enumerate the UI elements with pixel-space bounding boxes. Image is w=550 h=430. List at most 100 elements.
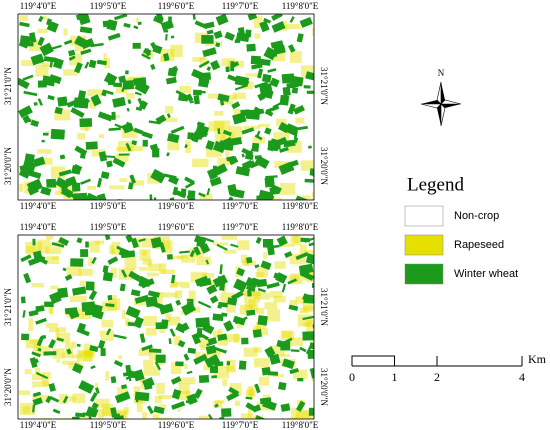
wheat-patch [271, 244, 280, 249]
rapeseed-patch [36, 346, 51, 356]
rapeseed-patch [165, 117, 178, 123]
wheat-patch [123, 22, 131, 28]
rapeseed-patch [25, 340, 39, 349]
wheat-patch [134, 294, 150, 304]
longitude-label: 119°7'0"E [222, 201, 259, 211]
wheat-patch [212, 346, 227, 354]
rapeseed-patch [169, 282, 178, 288]
wheat-patch [62, 395, 69, 404]
rapeseed-patch [302, 301, 313, 313]
wheat-patch [217, 128, 221, 135]
wheat-patch [232, 315, 246, 326]
wheat-patch [28, 170, 42, 179]
wheat-patch [149, 194, 153, 200]
wheat-patch [110, 376, 117, 384]
wheat-patch [228, 155, 239, 166]
rapeseed-patch [165, 313, 172, 322]
longitude-label: 119°7'0"E [222, 222, 259, 232]
wheat-patch [293, 105, 305, 115]
rapeseed-patch [214, 131, 226, 142]
rapeseed-patch [280, 182, 296, 195]
wheat-patch [112, 96, 126, 108]
wheat-patch [168, 338, 172, 345]
longitude-label: 119°4'0"E [20, 222, 57, 232]
wheat-patch [150, 63, 156, 71]
map-frame [17, 13, 315, 201]
wheat-patch [304, 178, 314, 183]
wheat-patch [48, 74, 62, 85]
rapeseed-patch [101, 403, 113, 417]
rapeseed-patch [267, 309, 280, 322]
rapeseed-patch [19, 390, 30, 395]
rapeseed-patch [19, 15, 29, 22]
wheat-patch [153, 405, 165, 415]
wheat-patch [46, 178, 57, 188]
wheat-patch [90, 94, 102, 107]
wheat-patch [241, 147, 254, 157]
wheat-patch [295, 400, 306, 412]
wheat-patch [264, 177, 275, 188]
rapeseed-patch [253, 292, 271, 300]
wheat-patch [63, 39, 73, 46]
wheat-patch [32, 404, 36, 413]
rapeseed-patch [309, 198, 314, 200]
map-frame [17, 234, 315, 420]
wheat-patch [269, 187, 279, 195]
rapeseed-patch [48, 303, 54, 314]
longitude-label: 119°7'0"E [222, 420, 259, 430]
wheat-patch [226, 361, 231, 366]
wheat-patch [113, 334, 127, 340]
rapeseed-patch [37, 239, 51, 248]
rapeseed-patch [160, 292, 178, 298]
rapeseed-patch [199, 193, 213, 200]
wheat-patch [96, 59, 107, 66]
wheat-patch [100, 348, 106, 356]
wheat-patch [167, 133, 180, 144]
wheat-patch [302, 315, 314, 321]
wheat-patch [108, 127, 121, 131]
wheat-patch [141, 344, 153, 352]
rapeseed-patch [103, 53, 107, 66]
rapeseed-patch [289, 51, 302, 63]
wheat-patch [125, 70, 129, 75]
rapeseed-patch [311, 337, 314, 345]
longitude-label: 119°8'0"E [282, 420, 319, 430]
wheat-patch [171, 401, 186, 410]
wheat-patch [58, 169, 72, 177]
rapeseed-patch [109, 245, 114, 254]
rapeseed-patch [80, 126, 91, 131]
latitude-label: 31°20'0"N [3, 147, 13, 185]
wheat-patch [40, 186, 52, 196]
rapeseed-patch [248, 299, 256, 309]
rapeseed-patch [154, 395, 162, 404]
rapeseed-patch [256, 267, 268, 278]
wheat-patch [299, 346, 307, 353]
wheat-patch [263, 46, 278, 61]
rapeseed-patch [290, 273, 303, 285]
wheat-patch [43, 351, 57, 356]
rapeseed-patch [101, 320, 114, 328]
wheat-patch [134, 80, 150, 95]
rapeseed-patch [288, 275, 300, 283]
rapeseed-patch [52, 348, 65, 359]
wheat-patch [263, 418, 275, 419]
wheat-patch [209, 295, 219, 304]
wheat-patch [142, 139, 148, 147]
rapeseed-patch [136, 399, 143, 413]
rapeseed-patch [269, 345, 285, 356]
latitude-label: 31°20'0"N [319, 147, 329, 185]
rapeseed-patch [295, 296, 311, 304]
rapeseed-patch [255, 272, 264, 277]
wheat-patch [307, 349, 314, 359]
wheat-patch [112, 157, 126, 168]
wheat-patch [170, 376, 182, 385]
wheat-patch [245, 277, 259, 289]
wheat-patch [72, 362, 84, 374]
legend-label: Rapeseed [454, 239, 504, 251]
wheat-patch [71, 286, 87, 296]
rapeseed-patch [111, 241, 121, 255]
rapeseed-patch [147, 263, 161, 272]
rapeseed-patch [213, 120, 231, 132]
rapeseed-patch [177, 255, 189, 259]
rapeseed-patch [221, 235, 237, 240]
